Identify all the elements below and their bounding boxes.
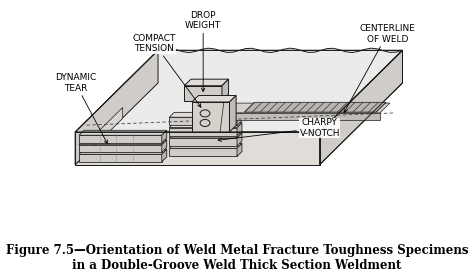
Polygon shape: [210, 103, 390, 113]
Polygon shape: [320, 50, 402, 165]
Polygon shape: [162, 149, 167, 162]
Polygon shape: [75, 50, 158, 165]
Polygon shape: [169, 133, 242, 138]
Polygon shape: [192, 96, 236, 102]
Polygon shape: [79, 154, 162, 162]
Text: COMPACT
TENSION: COMPACT TENSION: [133, 34, 201, 107]
Polygon shape: [169, 128, 237, 136]
Polygon shape: [79, 130, 167, 135]
Polygon shape: [169, 148, 237, 157]
Polygon shape: [169, 112, 242, 117]
Polygon shape: [169, 117, 237, 125]
Text: CHARPY
V-NOTCH: CHARPY V-NOTCH: [218, 118, 340, 142]
Polygon shape: [162, 140, 167, 152]
Polygon shape: [210, 113, 380, 120]
Polygon shape: [169, 123, 242, 128]
Text: DROP
WEIGHT: DROP WEIGHT: [185, 11, 221, 91]
Polygon shape: [237, 123, 242, 136]
Polygon shape: [192, 102, 229, 132]
Polygon shape: [237, 133, 242, 146]
Polygon shape: [169, 143, 242, 148]
Polygon shape: [184, 86, 222, 101]
Polygon shape: [222, 79, 228, 101]
Text: DYNAMIC
TEAR: DYNAMIC TEAR: [55, 73, 108, 143]
Text: CENTERLINE
OF WELD: CENTERLINE OF WELD: [344, 24, 415, 112]
Polygon shape: [75, 132, 320, 165]
Text: Figure 7.5—Orientation of Weld Metal Fracture Toughness Specimens
in a Double-Gr: Figure 7.5—Orientation of Weld Metal Fra…: [6, 244, 468, 272]
Polygon shape: [79, 149, 167, 154]
Polygon shape: [237, 112, 242, 125]
Polygon shape: [79, 145, 162, 152]
Polygon shape: [75, 50, 158, 165]
Polygon shape: [184, 79, 228, 86]
Polygon shape: [245, 102, 386, 112]
Polygon shape: [98, 107, 123, 143]
Polygon shape: [229, 96, 236, 132]
Polygon shape: [79, 140, 167, 145]
Polygon shape: [162, 130, 167, 143]
Polygon shape: [169, 138, 237, 146]
Polygon shape: [75, 50, 402, 132]
Polygon shape: [237, 143, 242, 157]
Polygon shape: [79, 135, 162, 143]
